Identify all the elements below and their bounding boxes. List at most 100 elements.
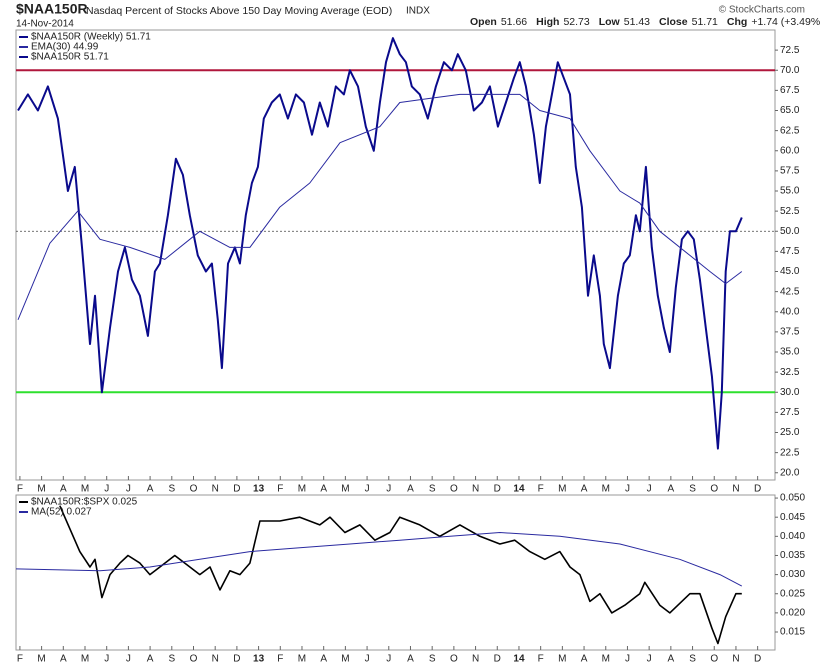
x-tick-label: D	[494, 484, 501, 495]
ratio-panel	[15, 494, 776, 651]
x-tick-label: M	[81, 654, 89, 665]
credit: © StockCharts.com	[719, 5, 805, 16]
x-tick-label: N	[212, 484, 219, 495]
x-tick-label: J	[386, 654, 391, 665]
y-tick-label: 25.0	[780, 427, 800, 438]
quote-label: Open	[470, 16, 497, 28]
legend-label: $NAA150R (Weekly) 51.71	[31, 32, 151, 43]
x-tick-label: N	[732, 654, 739, 665]
legend-label: $NAA150R 51.71	[31, 52, 109, 63]
x-tick-label: A	[581, 654, 588, 665]
x-tick-label: M	[298, 654, 306, 665]
quote-label: Chg	[727, 16, 747, 28]
x-tick-label: D	[754, 484, 761, 495]
x-tick-label: S	[168, 654, 175, 665]
x-tick-label: N	[732, 484, 739, 495]
x-tick-label: J	[647, 484, 652, 495]
quote-label: High	[536, 16, 559, 28]
y-tick-label: 47.5	[780, 246, 800, 257]
exchange: INDX	[406, 6, 430, 17]
y-tick-label: 0.020	[780, 608, 805, 619]
x-tick-label: F	[538, 484, 544, 495]
x-tick-label: 13	[253, 654, 265, 665]
date: 14-Nov-2014	[16, 19, 74, 30]
x-tick-label: M	[81, 484, 89, 495]
x-tick-label: J	[625, 484, 630, 495]
y-tick-label: 65.0	[780, 105, 800, 116]
x-tick-label: A	[320, 484, 327, 495]
x-tick-label: A	[320, 654, 327, 665]
y-tick-label: 60.0	[780, 145, 800, 156]
x-tick-label: J	[365, 654, 370, 665]
x-tick-label: M	[602, 484, 610, 495]
y-tick-label: 22.5	[780, 447, 800, 458]
quote: Open 51.66 High 52.73 Low 51.43 Close 51.71 Chg +…	[470, 16, 820, 28]
x-tick-label: M	[558, 484, 566, 495]
y-tick-label: 52.5	[780, 206, 800, 217]
x-tick-label: O	[710, 654, 718, 665]
quote-label: Close	[659, 16, 688, 28]
quote-value: 51.43	[624, 16, 650, 28]
x-tick-label: O	[710, 484, 718, 495]
y-tick-label: 0.040	[780, 531, 805, 542]
price-panel	[15, 29, 776, 481]
x-tick-label: S	[689, 654, 696, 665]
y-tick-label: 30.0	[780, 387, 800, 398]
y-tick-label: 0.030	[780, 569, 805, 580]
y-tick-label: 50.0	[780, 226, 800, 237]
x-tick-label: S	[429, 484, 436, 495]
y-tick-label: 0.015	[780, 627, 805, 638]
x-tick-label: J	[647, 654, 652, 665]
x-tick-label: M	[37, 654, 45, 665]
x-tick-label: A	[60, 654, 67, 665]
x-tick-label: A	[668, 654, 675, 665]
x-tick-label: A	[668, 484, 675, 495]
legend-label: MA(52) 0.027	[31, 507, 92, 518]
x-tick-label: M	[37, 484, 45, 495]
x-tick-label: O	[450, 654, 458, 665]
x-tick-label: A	[407, 654, 414, 665]
x-tick-label: 14	[513, 654, 525, 665]
legend-label: EMA(30) 44.99	[31, 42, 99, 53]
x-tick-label: F	[17, 484, 23, 495]
quote-value: 52.73	[563, 16, 589, 28]
x-tick-label: D	[754, 654, 761, 665]
x-tick-label: M	[558, 654, 566, 665]
x-tick-label: A	[581, 484, 588, 495]
quote-value: 51.66	[501, 16, 527, 28]
x-tick-label: M	[341, 654, 349, 665]
y-tick-label: 55.0	[780, 186, 800, 197]
y-tick-label: 32.5	[780, 367, 800, 378]
x-tick-label: D	[494, 654, 501, 665]
symbol: $NAA150R	[16, 1, 88, 17]
y-tick-label: 72.5	[780, 45, 800, 56]
y-tick-label: 57.5	[780, 166, 800, 177]
x-tick-label: J	[386, 484, 391, 495]
x-tick-label: J	[365, 484, 370, 495]
x-tick-label: F	[538, 654, 544, 665]
x-tick-label: F	[277, 484, 283, 495]
x-tick-label: N	[472, 654, 479, 665]
y-tick-label: 20.0	[780, 467, 800, 478]
y-tick-label: 0.045	[780, 512, 805, 523]
x-tick-label: A	[147, 484, 154, 495]
y-tick-label: 0.025	[780, 588, 805, 599]
x-tick-label: N	[472, 484, 479, 495]
x-tick-label: O	[190, 654, 198, 665]
y-tick-label: 40.0	[780, 306, 800, 317]
x-tick-label: F	[17, 654, 23, 665]
x-tick-label: J	[625, 654, 630, 665]
x-tick-label: O	[190, 484, 198, 495]
x-tick-label: N	[212, 654, 219, 665]
y-tick-label: 70.0	[780, 65, 800, 76]
x-tick-label: S	[429, 654, 436, 665]
x-tick-label: A	[60, 484, 67, 495]
x-tick-label: D	[233, 484, 240, 495]
x-tick-label: J	[104, 484, 109, 495]
y-tick-label: 27.5	[780, 407, 800, 418]
x-tick-label: M	[602, 654, 610, 665]
x-tick-label: J	[126, 654, 131, 665]
x-tick-label: D	[233, 654, 240, 665]
x-tick-label: J	[104, 654, 109, 665]
legend-label: $NAA150R:$SPX 0.025	[31, 497, 138, 508]
